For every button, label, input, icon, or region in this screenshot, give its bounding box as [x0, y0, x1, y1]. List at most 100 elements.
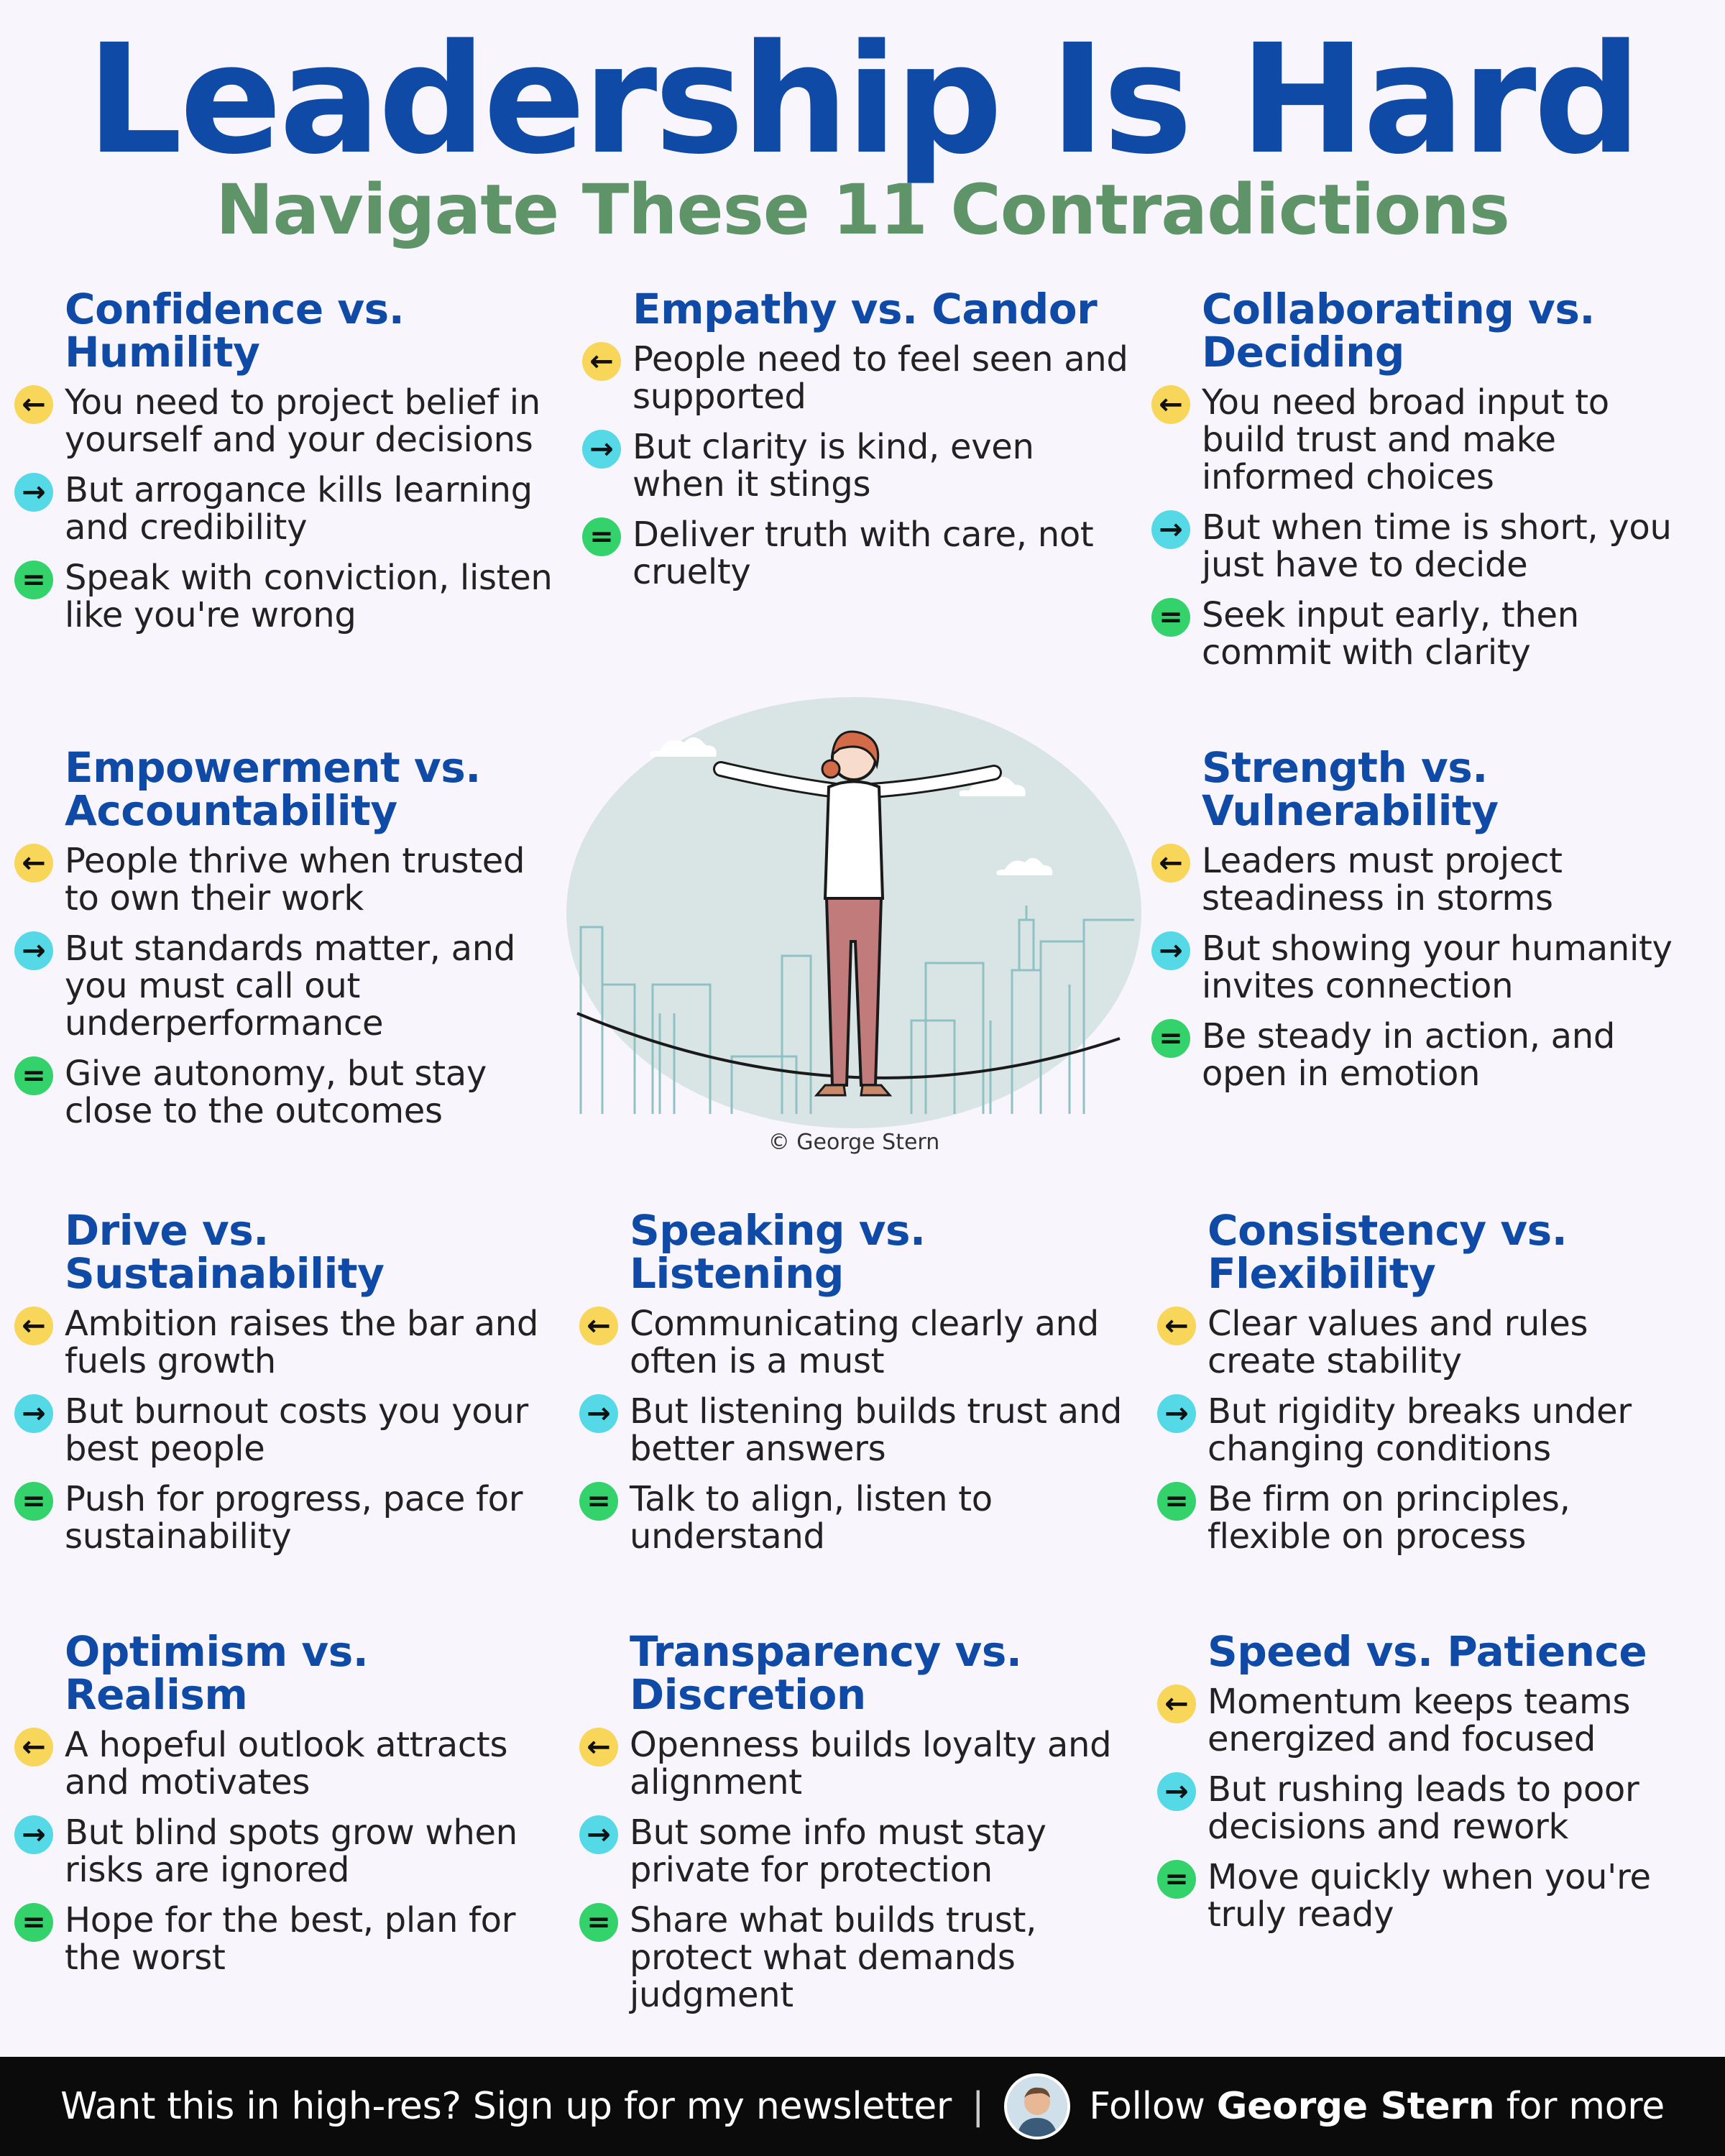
author-avatar: [1004, 2073, 1071, 2139]
equals-icon: =: [1157, 1482, 1196, 1521]
equals-icon: =: [579, 1903, 618, 1942]
page-title: Leadership Is Hard: [86, 11, 1642, 188]
block-heading: Speed vs. Patience: [1208, 1627, 1647, 1676]
equals-icon: =: [1157, 1860, 1196, 1899]
equals-icon: =: [14, 1056, 53, 1095]
footer-bar: Want this in high-res? Sign up for my ne…: [0, 2057, 1725, 2156]
block-heading: Drive vs. Sustainability: [65, 1206, 385, 1298]
arrow-left-icon: ←: [14, 844, 53, 883]
arrow-left-icon: ←: [1157, 1307, 1196, 1345]
arrow-left-icon: ←: [14, 1307, 53, 1345]
block-item-left: ← You need broad input to build trust and…: [1151, 384, 1698, 496]
block-heading: Confidence vs. Humility: [65, 285, 405, 377]
arrow-right-icon: →: [1151, 931, 1190, 970]
illustration-credit: © George Stern: [768, 1130, 940, 1155]
arrow-right-icon: →: [579, 1394, 618, 1433]
block-item-right: → But when time is short, you just have t…: [1151, 509, 1698, 584]
contradiction-confidence-humility: Confidence vs. Humility ← You need to pro…: [14, 287, 561, 647]
equals-icon: =: [14, 561, 53, 599]
arrow-left-icon: ←: [14, 1728, 53, 1766]
block-item-right: → But showing your humanity invites conne…: [1151, 930, 1698, 1005]
equals-icon: =: [582, 517, 621, 556]
block-heading: Collaborating vs. Deciding: [1202, 285, 1595, 377]
arrow-right-icon: →: [1157, 1772, 1196, 1811]
equals-icon: =: [1151, 1019, 1190, 1058]
city-skyline: [579, 906, 1134, 1114]
block-item-right: → But burnout costs you your best people: [14, 1393, 561, 1468]
arrow-right-icon: →: [14, 1394, 53, 1433]
follow-prefix: Follow: [1089, 2085, 1205, 2128]
author-name[interactable]: George Stern: [1216, 2085, 1495, 2128]
block-item-left: ← People need to feel seen and supported: [582, 341, 1128, 415]
equals-icon: =: [14, 1482, 53, 1521]
block-item-left: ← Ambition raises the bar and fuels growt…: [14, 1305, 561, 1380]
block-heading: Speaking vs. Listening: [630, 1206, 926, 1298]
contradiction-drive-sustainability: Drive vs. Sustainability ← Ambition raise…: [14, 1209, 561, 1568]
block-item-left: ← You need to project belief in yourself …: [14, 384, 561, 459]
contradiction-collaborating-deciding: Collaborating vs. Deciding ← You need bro…: [1151, 287, 1698, 684]
block-item-equals: = Speak with conviction, listen like you'…: [14, 559, 561, 634]
block-item-equals: = Be firm on principles, flexible on proc…: [1157, 1480, 1703, 1555]
contradiction-transparency-discretion: Transparency vs. Discretion ← Openness bu…: [579, 1630, 1126, 2027]
arrow-right-icon: →: [14, 1815, 53, 1854]
clouds: [650, 737, 1053, 875]
block-item-equals: = Deliver truth with care, not cruelty: [582, 516, 1128, 591]
footer-separator: |: [972, 2085, 985, 2128]
equals-icon: =: [579, 1482, 618, 1521]
block-item-equals: = Seek input early, then commit with clar…: [1151, 596, 1698, 671]
arrow-right-icon: →: [14, 931, 53, 970]
arrow-left-icon: ←: [1151, 385, 1190, 424]
contradiction-empathy-candor: Empathy vs. Candor ← People need to feel …: [582, 287, 1128, 604]
contradiction-empowerment-accountability: Empowerment vs. Accountability ← People t…: [14, 746, 561, 1143]
block-item-right: → But rigidity breaks under changing cond…: [1157, 1393, 1703, 1468]
tightrope-walker-illustration: [566, 697, 1141, 1128]
block-item-right: → But listening builds trust and better a…: [579, 1393, 1126, 1468]
block-item-equals: = Give autonomy, but stay close to the ou…: [14, 1055, 561, 1130]
follow-suffix: for more: [1506, 2085, 1665, 2128]
contradiction-consistency-flexibility: Consistency vs. Flexibility ← Clear value…: [1157, 1209, 1703, 1568]
arrow-right-icon: →: [1157, 1394, 1196, 1433]
block-heading: Empathy vs. Candor: [632, 285, 1098, 333]
block-item-right: → But clarity is kind, even when it sting…: [582, 428, 1128, 503]
block-item-left: ← Leaders must project steadiness in stor…: [1151, 842, 1698, 917]
block-item-equals: = Talk to align, listen to understand: [579, 1480, 1126, 1555]
block-item-right: → But arrogance kills learning and credib…: [14, 471, 561, 546]
arrow-left-icon: ←: [582, 342, 621, 381]
equals-icon: =: [1151, 598, 1190, 637]
block-item-right: → But rushing leads to poor decisions and…: [1157, 1771, 1703, 1846]
arrow-left-icon: ←: [14, 385, 53, 424]
contradiction-optimism-realism: Optimism vs. Realism ← A hopeful outlook …: [14, 1630, 561, 1989]
newsletter-cta[interactable]: Want this in high-res? Sign up for my ne…: [60, 2085, 952, 2128]
walker-figure: [713, 730, 1002, 1097]
block-item-equals: = Share what builds trust, protect what d…: [579, 1902, 1126, 2014]
block-item-left: ← Openness builds loyalty and alignment: [579, 1726, 1126, 1801]
contradiction-speed-patience: Speed vs. Patience ← Momentum keeps teams…: [1157, 1630, 1703, 1946]
block-item-right: → But some info must stay private for pro…: [579, 1814, 1126, 1889]
arrow-left-icon: ←: [579, 1728, 618, 1766]
block-item-left: ← People thrive when trusted to own their…: [14, 842, 561, 917]
arrow-right-icon: →: [14, 473, 53, 512]
block-item-equals: = Hope for the best, plan for the worst: [14, 1902, 561, 1976]
arrow-left-icon: ←: [1151, 844, 1190, 883]
arrow-left-icon: ←: [579, 1307, 618, 1345]
block-item-equals: = Move quickly when you're truly ready: [1157, 1858, 1703, 1933]
block-item-equals: = Be steady in action, and open in emotio…: [1151, 1018, 1698, 1092]
arrow-right-icon: →: [1151, 510, 1190, 549]
block-heading: Empowerment vs. Accountability: [65, 743, 481, 835]
contradiction-speaking-listening: Speaking vs. Listening ← Communicating cl…: [579, 1209, 1126, 1568]
block-item-left: ← Clear values and rules create stability: [1157, 1305, 1703, 1380]
tightrope: [576, 1012, 1121, 1079]
arrow-left-icon: ←: [1157, 1685, 1196, 1723]
block-item-left: ← Communicating clearly and often is a mu…: [579, 1305, 1126, 1380]
arrow-right-icon: →: [579, 1815, 618, 1854]
block-heading: Consistency vs. Flexibility: [1208, 1206, 1568, 1298]
block-item-equals: = Push for progress, pace for sustainabil…: [14, 1480, 561, 1555]
block-item-left: ← A hopeful outlook attracts and motivate…: [14, 1726, 561, 1801]
block-item-left: ← Momentum keeps teams energized and focu…: [1157, 1683, 1703, 1758]
person-avatar-icon: [1007, 2076, 1068, 2137]
block-heading: Strength vs. Vulnerability: [1202, 743, 1499, 835]
block-item-right: → But standards matter, and you must call…: [14, 930, 561, 1042]
block-item-right: → But blind spots grow when risks are ign…: [14, 1814, 561, 1889]
block-heading: Optimism vs. Realism: [65, 1627, 369, 1719]
block-heading: Transparency vs. Discretion: [630, 1627, 1022, 1719]
